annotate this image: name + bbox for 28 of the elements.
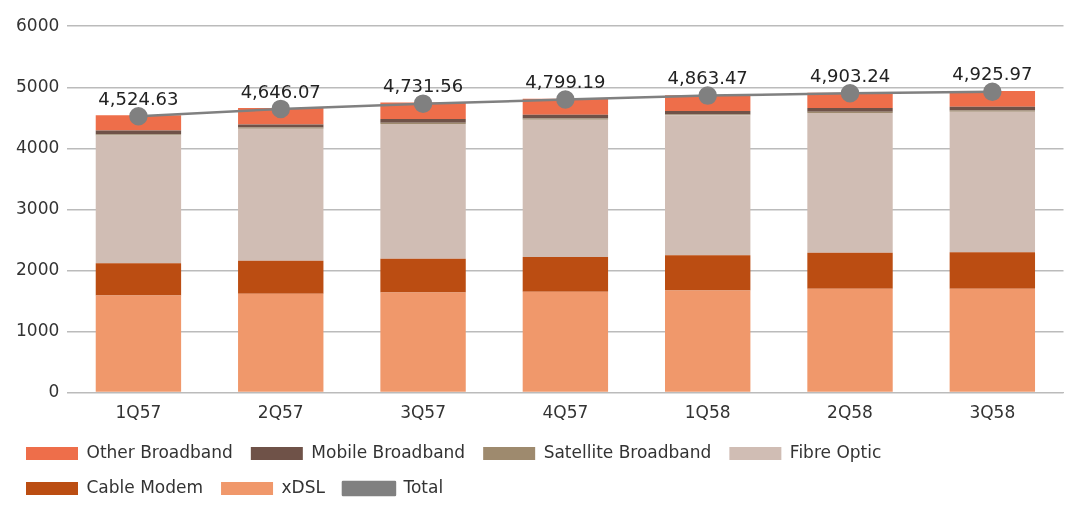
data-label: 4,524.63: [98, 87, 179, 109]
data-label: 4,925.97: [952, 63, 1033, 85]
x-tick-label: 3Q58: [969, 402, 1016, 423]
x-tick-label: 1Q57: [115, 402, 162, 423]
data-label: 4,903.24: [809, 64, 891, 86]
x-tick-label: 3Q57: [400, 402, 446, 423]
data-label: 4,646.07: [240, 80, 321, 102]
y-tick-label: 3000: [16, 197, 60, 218]
legend-label: xDSL: [281, 476, 326, 497]
legend-label: Mobile Broadband: [311, 441, 466, 462]
legend-label: Cable Modem: [86, 476, 204, 497]
y-tick-label: 5000: [16, 75, 60, 96]
legend-label: Total: [402, 476, 444, 497]
x-tick-label: 4Q57: [542, 402, 589, 423]
y-tick-label: 6000: [16, 14, 60, 35]
y-tick-label: 0: [48, 381, 60, 402]
legend-label: Fibre Optic: [789, 441, 882, 462]
data-label: 4,863.47: [667, 67, 748, 89]
legend-label: Satellite Broadband: [543, 441, 712, 462]
y-tick-label: 2000: [16, 258, 60, 279]
x-tick-label: 2Q58: [827, 402, 873, 423]
y-tick-label: 1000: [16, 319, 60, 340]
data-label: 4,731.56: [382, 75, 464, 97]
legend-label: Other Broadband: [86, 441, 233, 462]
data-label: 4,799.19: [525, 71, 606, 93]
x-tick-label: 1Q58: [684, 402, 731, 423]
x-tick-label: 2Q57: [257, 402, 304, 423]
y-tick-label: 4000: [16, 136, 60, 157]
